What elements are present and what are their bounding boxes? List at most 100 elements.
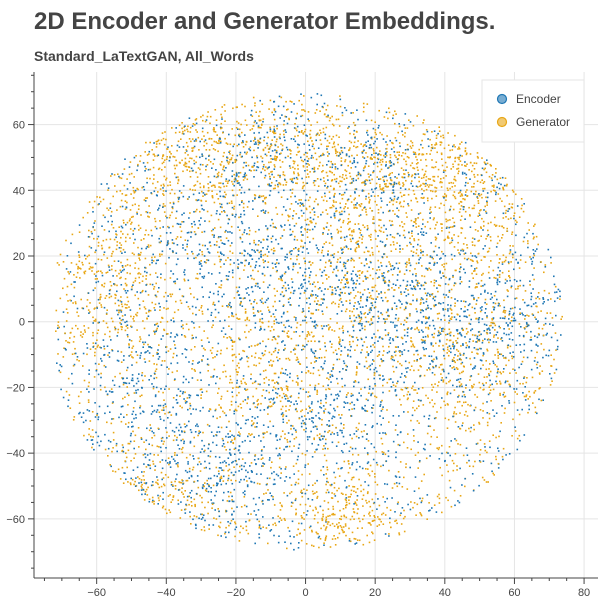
data-point (164, 278, 166, 281)
data-point (111, 450, 113, 453)
data-point (309, 407, 311, 409)
data-point (156, 276, 159, 278)
data-point (277, 454, 279, 457)
data-point (337, 306, 340, 308)
data-point (180, 325, 183, 328)
data-point (136, 311, 139, 314)
data-point (417, 243, 419, 246)
data-point (155, 143, 158, 145)
data-point (412, 254, 414, 257)
data-point (226, 156, 228, 158)
data-point (380, 154, 382, 156)
data-point (443, 204, 445, 206)
data-point (386, 186, 388, 188)
data-point (112, 227, 115, 229)
data-point (149, 464, 151, 467)
data-point (413, 490, 416, 492)
data-point (287, 432, 290, 434)
data-point (314, 425, 317, 428)
data-point (266, 228, 269, 231)
data-point (409, 369, 412, 371)
data-point (290, 233, 293, 236)
data-point (363, 226, 366, 229)
data-point (193, 231, 196, 233)
data-point (417, 238, 420, 241)
data-point (478, 212, 480, 215)
data-point (373, 152, 375, 154)
data-point (222, 461, 224, 464)
data-point (109, 281, 112, 283)
data-point (474, 221, 476, 223)
data-point (419, 512, 421, 514)
data-point (467, 257, 470, 260)
data-point (447, 372, 450, 375)
data-point (325, 459, 328, 462)
data-point (212, 148, 215, 150)
data-point (333, 141, 335, 144)
data-point (400, 293, 403, 295)
data-point (276, 439, 279, 441)
data-point (324, 537, 327, 540)
data-point (492, 302, 495, 304)
data-point (312, 484, 314, 486)
data-point (459, 278, 461, 280)
data-point (337, 258, 339, 261)
data-point (281, 505, 283, 508)
data-point (289, 258, 292, 260)
data-point (398, 532, 400, 534)
data-point (167, 495, 170, 497)
data-point (242, 179, 245, 181)
data-point (114, 269, 117, 272)
data-point (199, 168, 201, 171)
data-point (379, 161, 381, 164)
data-point (251, 156, 253, 159)
data-point (392, 191, 395, 194)
data-point (289, 476, 291, 479)
data-point (307, 498, 310, 500)
data-point (452, 163, 454, 166)
data-point (370, 297, 373, 300)
data-point (316, 391, 319, 393)
data-point (491, 311, 493, 314)
data-point (485, 303, 488, 305)
data-point (425, 232, 428, 234)
data-point (422, 302, 425, 304)
data-point (199, 172, 202, 175)
data-point (405, 269, 408, 272)
data-point (272, 523, 274, 526)
data-point (339, 291, 342, 294)
data-point (279, 166, 282, 168)
data-point (451, 239, 454, 242)
data-point (361, 344, 364, 347)
data-point (379, 240, 382, 243)
data-point (322, 435, 324, 438)
data-point (278, 358, 281, 360)
data-point (176, 222, 179, 225)
data-point (317, 521, 319, 524)
data-point (248, 519, 251, 521)
data-point (422, 176, 425, 179)
data-point (366, 263, 368, 265)
data-point (193, 220, 195, 223)
data-point (494, 190, 496, 192)
data-point (272, 360, 275, 363)
data-point (120, 361, 123, 363)
data-point (147, 244, 150, 246)
data-point (237, 362, 240, 365)
data-point (392, 381, 394, 384)
data-point (506, 280, 508, 282)
data-point (238, 353, 240, 355)
data-point (154, 220, 157, 223)
data-point (476, 152, 479, 154)
data-point (395, 201, 398, 203)
data-point (404, 113, 407, 115)
data-point (339, 185, 341, 188)
data-point (268, 524, 270, 526)
data-point (377, 212, 380, 214)
data-point (334, 544, 337, 546)
data-point (282, 206, 285, 208)
data-point (384, 432, 386, 434)
data-point (485, 308, 487, 310)
data-point (183, 496, 185, 498)
data-point (322, 170, 324, 172)
